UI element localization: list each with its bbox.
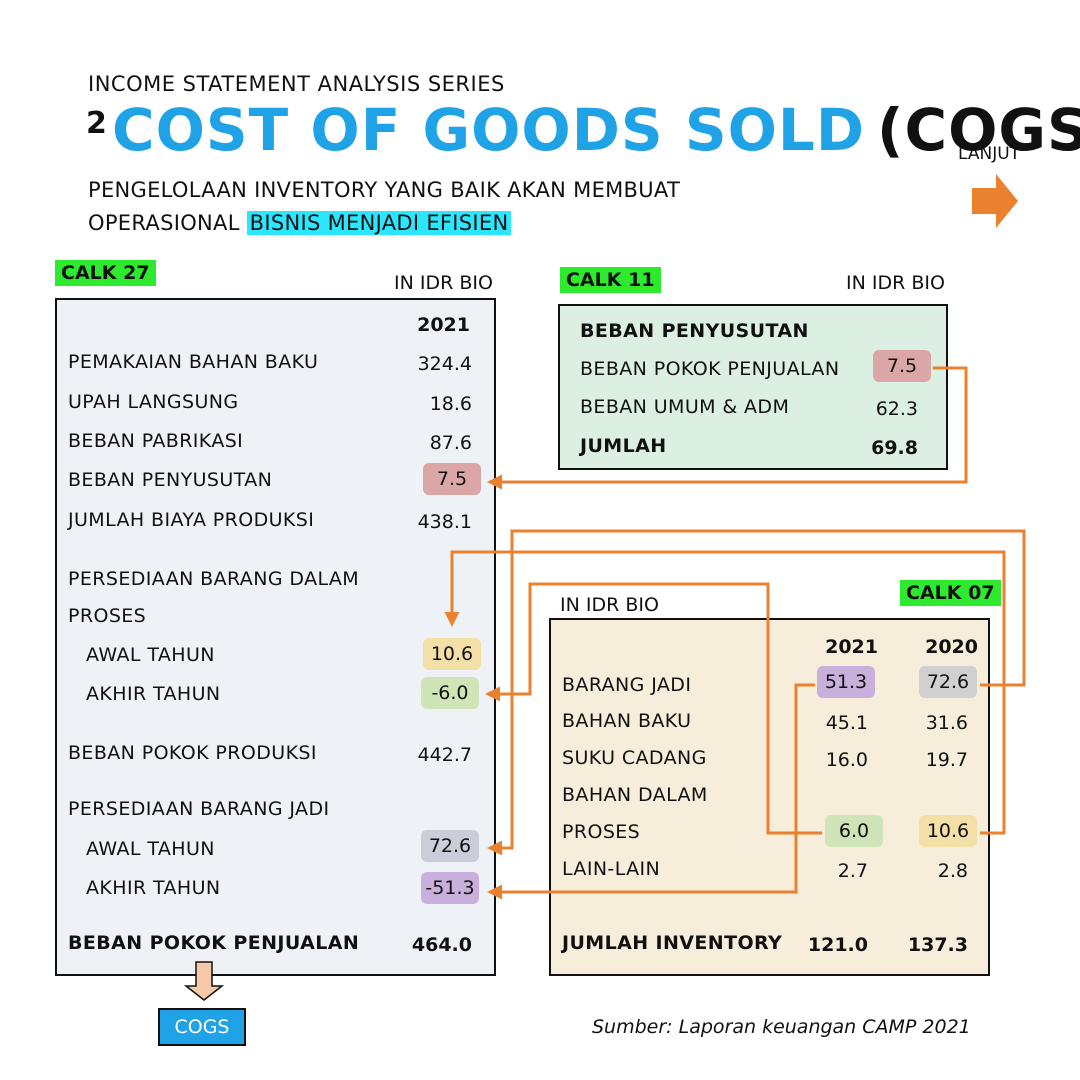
series-label: INCOME STATEMENT ANALYSIS SERIES xyxy=(88,72,505,96)
calk11-unit: IN IDR BIO xyxy=(846,272,945,294)
cogm-label: BEBAN POKOK PRODUKSI xyxy=(68,742,317,764)
calk07-total-2021: 121.0 xyxy=(807,934,868,956)
title-paren: (COGS) xyxy=(877,96,1080,164)
calk11-total-value: 69.8 xyxy=(871,437,918,459)
calk27-row-value: 18.6 xyxy=(429,393,472,415)
calk07-row-label: PROSES xyxy=(562,821,641,843)
calk07-row-2020: 31.6 xyxy=(925,712,968,734)
fg-title: PERSEDIAAN BARANG JADI xyxy=(68,798,330,820)
calk07-wip-2021: 6.0 xyxy=(825,815,883,847)
calk07-row-label: LAIN-LAIN xyxy=(562,858,661,880)
subtitle-prefix: OPERASIONAL xyxy=(88,211,247,235)
calk07-row-label: SUKU CADANG xyxy=(562,747,707,769)
series-number: 2 xyxy=(86,106,107,141)
wip-close-label: AKHIR TAHUN xyxy=(86,683,221,705)
calk07-total-label: JUMLAH INVENTORY xyxy=(562,932,783,954)
subtitle-line-1: PENGELOLAAN INVENTORY YANG BAIK AKAN MEM… xyxy=(88,178,681,202)
fg-close-value: -51.3 xyxy=(421,872,479,904)
calk07-row-2021: 2.7 xyxy=(837,860,868,882)
cogs-label: BEBAN POKOK PENJUALAN xyxy=(68,932,360,954)
calk07-row-2021: 45.1 xyxy=(825,712,868,734)
wip-title-2: PROSES xyxy=(68,605,147,627)
fg-open-value: 72.6 xyxy=(421,830,479,862)
calk07-year-2021: 2021 xyxy=(825,636,878,658)
calk07-row-2020: 2.8 xyxy=(937,860,968,882)
cogm-value: 442.7 xyxy=(417,744,472,766)
calk07-row-2021: 16.0 xyxy=(825,749,868,771)
subtitle-line-2: OPERASIONAL BISNIS MENJADI EFISIEN xyxy=(88,211,512,235)
title-main: COST OF GOODS SOLD xyxy=(112,96,866,164)
next-label[interactable]: LANJUT xyxy=(958,144,1021,164)
calk27-panel xyxy=(55,298,496,976)
wip-open-label: AWAL TAHUN xyxy=(86,644,215,666)
calk27-row-label: JUMLAH BIAYA PRODUKSI xyxy=(68,509,315,531)
calk27-row-value: 324.4 xyxy=(417,353,472,375)
calk07-fg-2021: 51.3 xyxy=(817,666,875,698)
calk27-tag: CALK 27 xyxy=(55,260,156,286)
calk07-row-2020: 19.7 xyxy=(925,749,968,771)
wip-close-value: -6.0 xyxy=(421,677,479,709)
calk07-unit: IN IDR BIO xyxy=(560,594,659,616)
calk27-year: 2021 xyxy=(417,314,470,336)
calk07-year-2020: 2020 xyxy=(925,636,978,658)
calk27-row-value: 87.6 xyxy=(429,432,472,454)
calk07-fg-2020: 72.6 xyxy=(919,666,977,698)
calk11-row-label: BEBAN UMUM & ADM xyxy=(580,396,790,418)
calk07-row-label: BAHAN DALAM xyxy=(562,784,708,806)
cogs-value: 464.0 xyxy=(411,934,472,956)
page-title: COST OF GOODS SOLD(COGS) xyxy=(112,96,1080,164)
calk11-tag: CALK 11 xyxy=(560,267,661,293)
fg-close-label: AKHIR TAHUN xyxy=(86,877,221,899)
calk27-row-label: BEBAN PABRIKASI xyxy=(68,430,244,452)
calk07-wip-2020: 10.6 xyxy=(919,815,977,847)
calk11-row-value: 62.3 xyxy=(875,398,918,420)
source-note: Sumber: Laporan keuangan CAMP 2021 xyxy=(592,1016,971,1038)
calk11-cogs-depreciation: 7.5 xyxy=(873,350,931,382)
calk27-row-label: UPAH LANGSUNG xyxy=(68,391,239,413)
calk27-row-label: PEMAKAIAN BAHAN BAKU xyxy=(68,351,319,373)
calk07-row-label: BARANG JADI xyxy=(562,674,692,696)
calk11-heading: BEBAN PENYUSUTAN xyxy=(580,320,809,342)
subtitle-highlight: BISNIS MENJADI EFISIEN xyxy=(246,211,512,235)
calk27-row-value: 438.1 xyxy=(417,511,472,533)
calk27-depreciation-value: 7.5 xyxy=(423,463,481,495)
calk07-total-2020: 137.3 xyxy=(907,934,968,956)
calk27-unit: IN IDR BIO xyxy=(394,272,493,294)
calk07-row-label: BAHAN BAKU xyxy=(562,710,692,732)
next-arrow-icon[interactable] xyxy=(970,172,1020,230)
wip-open-value: 10.6 xyxy=(423,638,481,670)
fg-open-label: AWAL TAHUN xyxy=(86,838,215,860)
calk27-row-label: BEBAN PENYUSUTAN xyxy=(68,469,273,491)
calk11-total-label: JUMLAH xyxy=(580,435,667,457)
calk11-row-label: BEBAN POKOK PENJUALAN xyxy=(580,358,840,380)
wip-title: PERSEDIAAN BARANG DALAM xyxy=(68,568,360,590)
calk07-tag: CALK 07 xyxy=(900,580,1001,606)
cogs-box: COGS xyxy=(158,1008,246,1046)
